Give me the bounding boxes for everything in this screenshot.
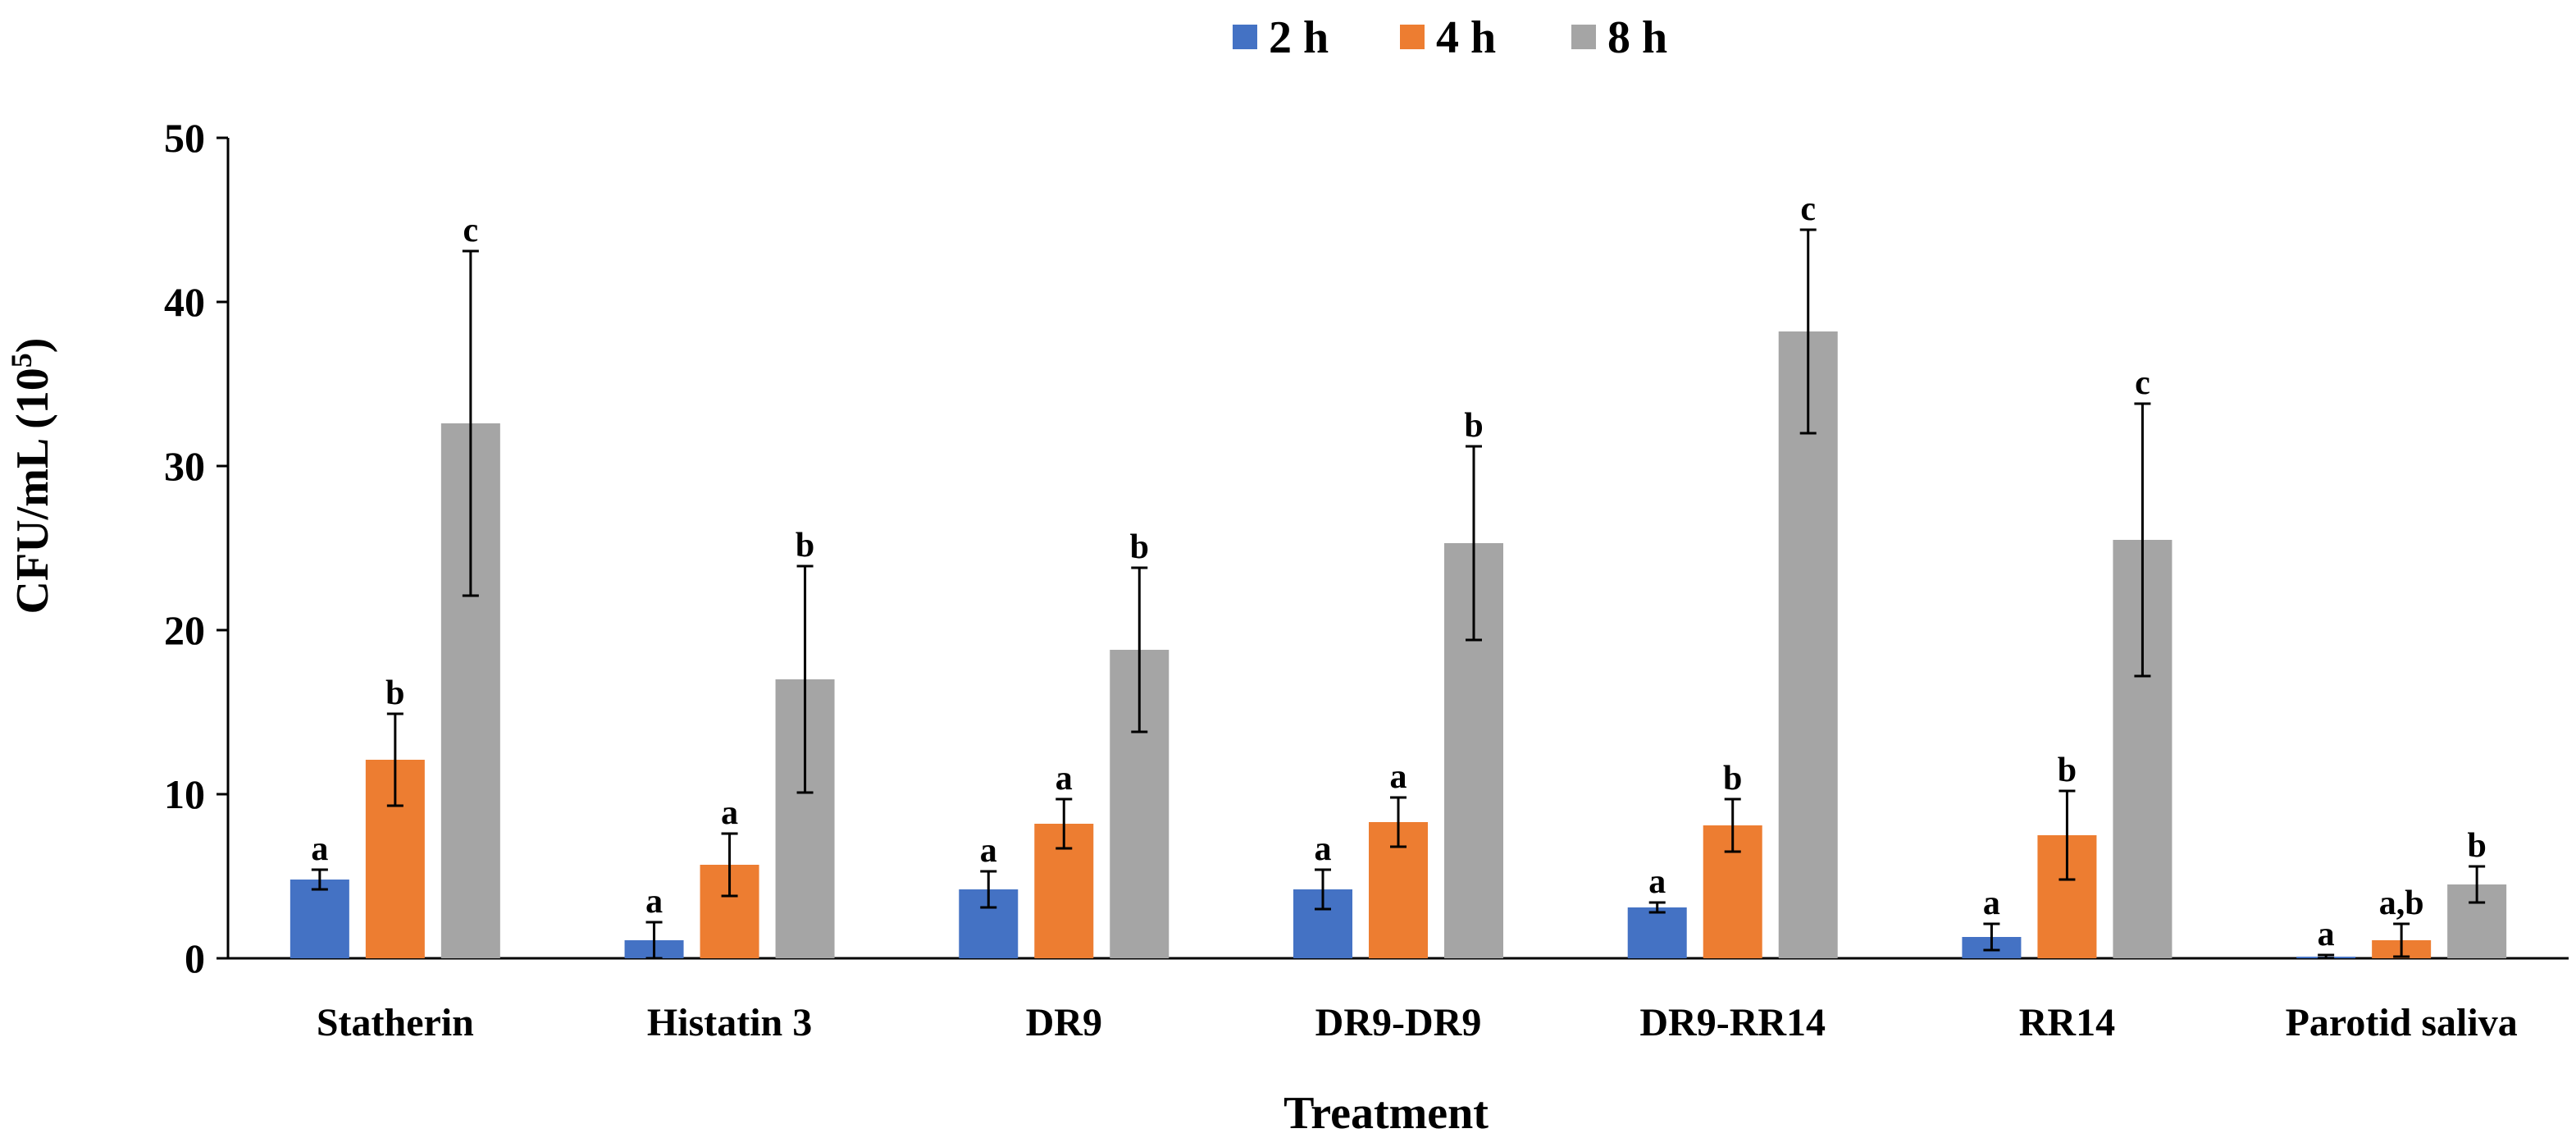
- y-tick-label: 50: [164, 115, 205, 161]
- significance-label: c: [463, 212, 479, 249]
- legend-label: 8 h: [1607, 12, 1667, 63]
- significance-label: b: [385, 674, 404, 712]
- y-axis-title: CFU/mL (105): [5, 338, 58, 615]
- bar-8h-4: [1778, 331, 1838, 958]
- legend-label: 2 h: [1269, 12, 1329, 63]
- significance-label: b: [2467, 827, 2486, 865]
- category-label: DR9-RR14: [1639, 1001, 1826, 1044]
- legend-label: 4 h: [1436, 12, 1496, 63]
- significance-label: a: [311, 830, 328, 868]
- significance-label: c: [1800, 190, 1816, 228]
- category-label: RR14: [2019, 1001, 2115, 1044]
- y-tick-label: 40: [164, 279, 205, 325]
- category-label: Histatin 3: [647, 1001, 812, 1044]
- legend-swatch-2h: [1233, 25, 1257, 49]
- error-bars: [311, 228, 2486, 960]
- significance-label: b: [1130, 528, 1149, 566]
- significance-label: b: [1464, 407, 1483, 445]
- significance-letters: a a a a a a a b a a a b b a,b c b b b c c b: [311, 190, 2486, 953]
- y-axis: 0 10 20 30 40 50: [164, 115, 230, 981]
- legend-swatch-4h: [1400, 25, 1425, 49]
- category-label: DR9: [1026, 1001, 1102, 1044]
- y-tick-label: 30: [164, 443, 205, 489]
- y-tick-label: 20: [164, 607, 205, 653]
- x-axis: Statherin Histatin 3 DR9 DR9-DR9 DR9-RR14 RR1…: [228, 957, 2569, 1044]
- y-tick-label: 0: [185, 935, 205, 981]
- bars: [290, 331, 2507, 958]
- significance-label: a: [721, 794, 738, 832]
- significance-label: a: [2318, 916, 2335, 953]
- significance-label: a: [1648, 863, 1666, 901]
- legend: 2 h 4 h 8 h: [1233, 12, 1667, 63]
- category-label: Parotid saliva: [2286, 1001, 2518, 1044]
- significance-label: a: [980, 832, 997, 870]
- significance-label: c: [2135, 364, 2150, 402]
- significance-label: a: [1983, 884, 2000, 922]
- significance-label: a: [1390, 758, 1407, 796]
- category-label: DR9-DR9: [1315, 1001, 1482, 1044]
- significance-label: a: [1055, 760, 1073, 797]
- significance-label: b: [1723, 760, 1742, 797]
- x-axis-title: Treatment: [1283, 1088, 1489, 1139]
- significance-label: b: [2058, 752, 2077, 789]
- legend-swatch-8h: [1571, 25, 1596, 49]
- category-label: Statherin: [317, 1001, 474, 1044]
- bar-2h-4: [1627, 907, 1687, 958]
- bar-2h-0: [290, 880, 349, 958]
- significance-label: a,b: [2379, 884, 2424, 922]
- significance-label: a: [1315, 830, 1332, 868]
- significance-label: b: [796, 527, 814, 564]
- significance-label: a: [645, 883, 663, 921]
- y-tick-label: 10: [164, 771, 205, 817]
